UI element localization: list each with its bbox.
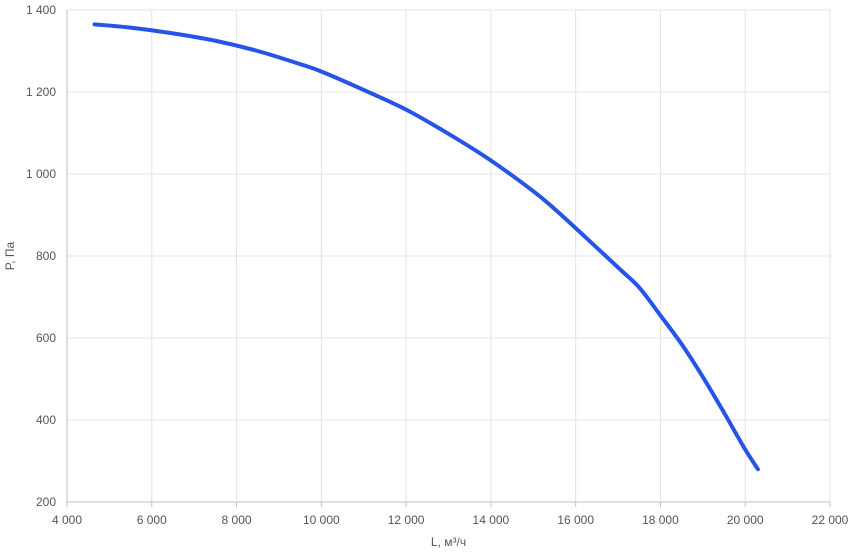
x-tick-label: 4 000: [52, 513, 82, 527]
x-tick-label: 20 000: [727, 513, 764, 527]
x-tick-label: 18 000: [642, 513, 679, 527]
y-gridlines: [67, 9, 830, 503]
x-tick-label: 12 000: [388, 513, 425, 527]
x-tick-label: 6 000: [137, 513, 167, 527]
y-axis-title: P, Па: [3, 241, 17, 270]
y-tick-label: 800: [36, 249, 56, 263]
series-line-0: [92, 22, 760, 472]
y-tick-label: 400: [36, 413, 56, 427]
y-tick-labels: 200 400 600 800 1 000 1 200 1 400: [26, 3, 56, 509]
x-gridlines: [66, 10, 831, 507]
y-tick-label: 1 000: [26, 167, 56, 181]
y-tick-label: 200: [36, 495, 56, 509]
y-tick-label: 1 200: [26, 85, 56, 99]
y-tick-label: 600: [36, 331, 56, 345]
x-tick-label: 14 000: [473, 513, 510, 527]
x-tick-labels: 4 000 6 000 8 000 10 000 12 000 14 000 16 000 1…: [52, 513, 849, 527]
y-tick-label: 1 400: [26, 3, 56, 17]
series-group: [92, 22, 760, 472]
x-tick-label: 10 000: [303, 513, 340, 527]
x-tick-label: 8 000: [222, 513, 252, 527]
x-tick-label: 22 000: [812, 513, 849, 527]
x-tick-label: 16 000: [557, 513, 594, 527]
x-axis-title: L, м³/ч: [431, 535, 466, 549]
